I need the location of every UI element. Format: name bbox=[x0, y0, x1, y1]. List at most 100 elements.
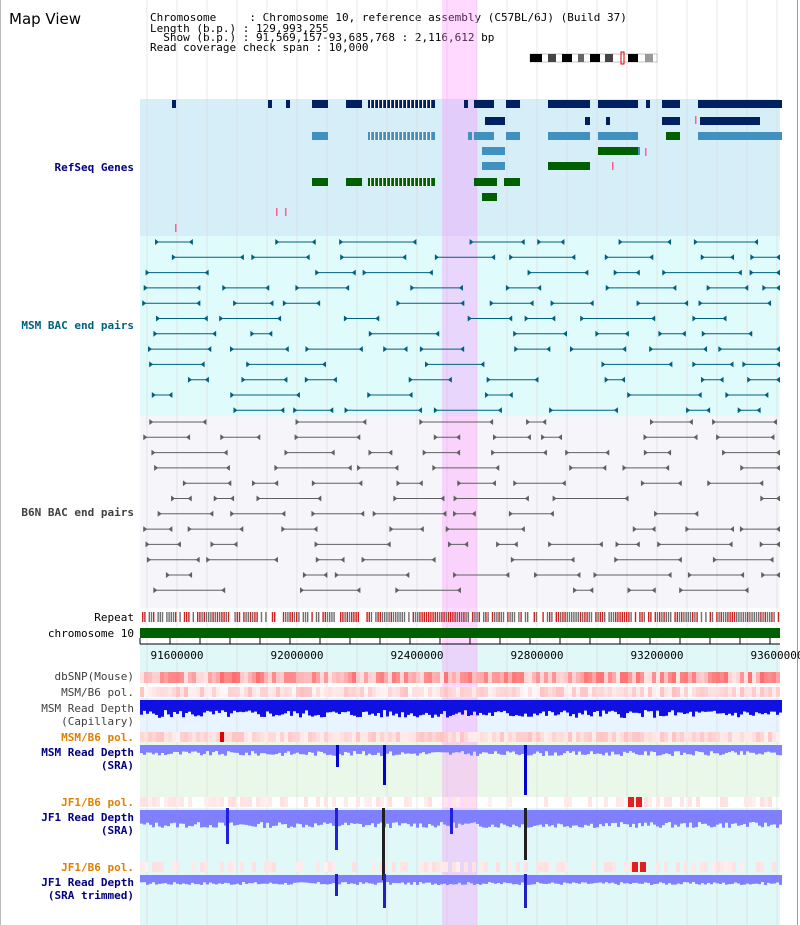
depth-bar bbox=[539, 745, 542, 754]
depth-bar bbox=[314, 875, 317, 884]
depth-bar bbox=[614, 745, 617, 755]
heat-cell bbox=[648, 687, 652, 697]
heat-cell bbox=[772, 732, 776, 742]
depth-bar bbox=[650, 745, 653, 752]
depth-bar bbox=[668, 810, 671, 823]
gene-tick bbox=[695, 116, 697, 124]
b6n-bac-end bbox=[143, 526, 148, 533]
heat-cell bbox=[216, 687, 220, 697]
depth-bar bbox=[581, 700, 584, 715]
heat-cell bbox=[532, 687, 536, 697]
depth-bar bbox=[764, 875, 767, 885]
heat-cell bbox=[520, 687, 524, 697]
heat-cell bbox=[300, 687, 304, 697]
jf1-b6-pol-label-1: JF1/B6 pol. bbox=[61, 796, 134, 809]
depth-bar bbox=[569, 745, 572, 753]
b6n-bac-end bbox=[168, 526, 173, 533]
depth-bar bbox=[566, 745, 569, 752]
depth-bar bbox=[182, 875, 185, 884]
heat-cell bbox=[260, 797, 264, 807]
heat-cell bbox=[464, 797, 468, 807]
b6n-bac-end bbox=[542, 449, 547, 456]
depth-bar bbox=[299, 700, 302, 718]
heat-cell bbox=[476, 672, 480, 683]
depth-bar bbox=[404, 875, 407, 885]
depth-bar bbox=[680, 745, 683, 755]
depth-bar bbox=[476, 700, 479, 716]
repeat-mark bbox=[258, 612, 260, 622]
repeat-mark bbox=[181, 612, 183, 622]
depth-bar bbox=[605, 875, 608, 883]
depth-bar bbox=[266, 700, 269, 712]
repeat-mark bbox=[577, 612, 579, 622]
depth-bar bbox=[539, 875, 542, 884]
heat-cell bbox=[376, 797, 380, 807]
depth-bar bbox=[716, 810, 719, 825]
depth-bar bbox=[434, 810, 437, 828]
msm-bac-end bbox=[744, 284, 749, 291]
heat-cell bbox=[668, 687, 672, 697]
msm-bac-end bbox=[595, 330, 600, 337]
repeat-mark bbox=[775, 612, 777, 622]
msm-bac-end bbox=[396, 300, 401, 307]
depth-bar bbox=[701, 810, 704, 824]
heat-cell bbox=[192, 732, 196, 742]
heat-cell bbox=[252, 862, 256, 872]
msm-bac-end bbox=[204, 376, 209, 383]
depth-bar bbox=[611, 700, 614, 711]
depth-bar bbox=[164, 745, 167, 756]
depth-bar bbox=[341, 700, 344, 713]
gene-block bbox=[474, 178, 497, 186]
depth-bar bbox=[449, 745, 452, 755]
heat-cell bbox=[688, 732, 692, 742]
heat-cell bbox=[544, 687, 548, 697]
heat-cell bbox=[220, 672, 224, 683]
b6n-bac-end bbox=[520, 526, 525, 533]
depth-bar bbox=[263, 745, 266, 754]
b6n-bac-end bbox=[687, 572, 692, 578]
msm-bac-end bbox=[737, 269, 742, 276]
heat-cell bbox=[412, 732, 416, 742]
heat-cell bbox=[164, 672, 168, 683]
depth-bar bbox=[260, 700, 263, 717]
heat-cell bbox=[232, 732, 236, 742]
depth-bar bbox=[704, 745, 707, 755]
repeat-mark bbox=[296, 612, 298, 622]
repeat-mark bbox=[643, 612, 645, 622]
depth-bar bbox=[512, 700, 515, 717]
repeat-mark bbox=[736, 612, 738, 622]
repeat-mark bbox=[298, 612, 300, 622]
heat-cell bbox=[220, 862, 224, 872]
repeat-mark bbox=[700, 612, 703, 622]
heat-cell bbox=[420, 862, 424, 872]
repeat-mark bbox=[718, 612, 720, 622]
heat-cell bbox=[288, 732, 292, 742]
depth-bar bbox=[605, 745, 608, 753]
depth-bar bbox=[590, 875, 593, 884]
depth-bar bbox=[749, 700, 752, 715]
repeat-mark bbox=[179, 612, 181, 622]
repeat-mark bbox=[663, 612, 665, 622]
heat-cell bbox=[392, 687, 396, 697]
depth-bar bbox=[695, 745, 698, 752]
depth-bar bbox=[677, 810, 680, 827]
heat-cell bbox=[736, 732, 740, 742]
heat-cell bbox=[408, 732, 412, 742]
heat-cell bbox=[676, 862, 680, 872]
depth-bar bbox=[152, 875, 155, 883]
heat-cell bbox=[712, 687, 716, 697]
heat-cell bbox=[264, 687, 268, 697]
depth-bar bbox=[698, 700, 701, 713]
exon-gap bbox=[414, 132, 416, 140]
depth-bar bbox=[326, 700, 329, 713]
repeat-mark bbox=[652, 612, 654, 622]
depth-bar bbox=[257, 700, 260, 715]
msm-bac-end bbox=[408, 376, 413, 383]
heat-cell bbox=[484, 672, 488, 683]
heat-cell bbox=[444, 732, 448, 742]
left-border bbox=[0, 0, 1, 925]
msm-bac-end bbox=[154, 239, 159, 245]
depth-bar bbox=[713, 875, 716, 883]
msm-bac-end bbox=[402, 254, 407, 261]
